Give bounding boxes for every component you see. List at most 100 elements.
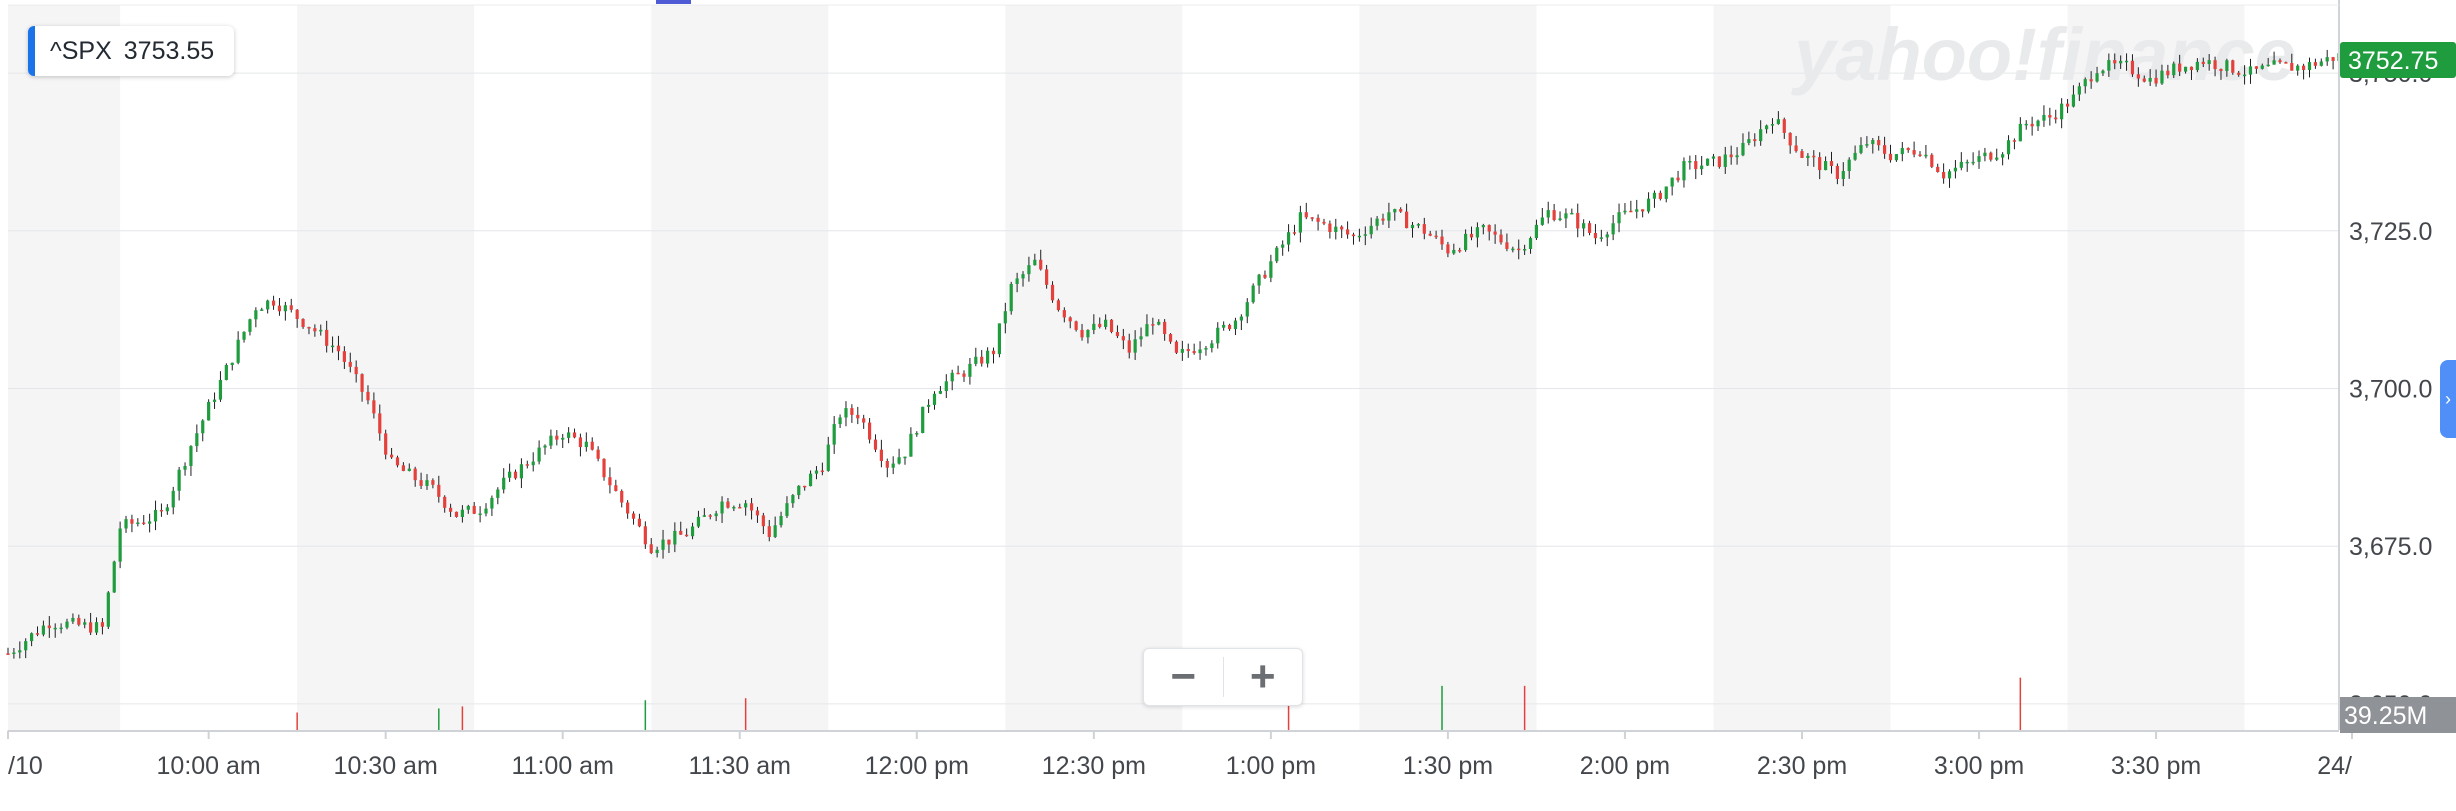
y-tick-label: 3,725.0 <box>2349 218 2432 246</box>
candle-body <box>2160 70 2164 84</box>
candle-body <box>94 622 99 633</box>
candle-body <box>1717 156 1721 167</box>
candle-body <box>903 456 907 459</box>
candle-body <box>726 501 730 508</box>
candle-body <box>1812 155 1816 158</box>
candle-body <box>1835 165 1839 179</box>
candle-body <box>1918 154 1922 157</box>
candle-body <box>814 470 819 474</box>
candle-body <box>1629 210 1633 213</box>
candle-body <box>1487 225 1491 232</box>
volume-tag: 39.25M <box>2340 697 2456 733</box>
candle-body <box>1393 209 1397 213</box>
candle-body <box>153 509 158 522</box>
candle-body <box>1983 152 1987 157</box>
candle-body <box>696 516 701 527</box>
candle-body <box>1894 154 1899 161</box>
candle-body <box>1871 140 1875 145</box>
candle-body <box>1222 324 1226 328</box>
candle-body <box>720 501 724 514</box>
candle-body <box>608 477 612 486</box>
candle-body <box>366 391 370 401</box>
candle-body <box>2018 123 2022 142</box>
candle-body <box>460 509 464 518</box>
zoom-in-button[interactable]: + <box>1249 652 1276 701</box>
candle-body <box>673 530 677 545</box>
candle-body <box>1322 221 1326 224</box>
candle-body <box>89 622 93 633</box>
candle-body <box>991 350 996 355</box>
candle-body <box>2107 60 2111 71</box>
candle-body <box>1511 248 1515 251</box>
candle-body <box>1788 132 1792 146</box>
candle-body <box>53 627 57 630</box>
candle-body <box>567 432 571 438</box>
candle-body <box>1759 129 1763 142</box>
candle-body <box>938 390 942 394</box>
candle-body <box>1363 234 1367 236</box>
candle-body <box>549 435 553 446</box>
candle-body <box>555 435 559 440</box>
candle-body <box>437 484 441 497</box>
candle-body <box>2301 65 2306 71</box>
candle-body <box>2207 60 2211 65</box>
candle-body <box>478 513 482 516</box>
candle-body <box>2284 62 2288 64</box>
candle-body <box>1499 234 1503 243</box>
candle-body <box>1747 139 1751 143</box>
candle-body <box>738 506 742 509</box>
candle-body <box>2130 60 2135 75</box>
x-tick-label: 1:30 pm <box>1403 752 1493 780</box>
candle-body <box>1198 349 1202 354</box>
candle-body <box>915 433 919 435</box>
candle-body <box>1924 154 1928 157</box>
candle-body <box>1216 327 1220 344</box>
candle-body <box>1469 233 1474 238</box>
candle-body <box>2036 120 2040 127</box>
candle-body <box>1015 278 1019 284</box>
candle-body <box>1145 324 1149 337</box>
candle-body <box>1446 244 1450 254</box>
candle-body <box>513 471 518 479</box>
candle-body <box>2278 60 2282 63</box>
candle-body <box>2195 61 2199 71</box>
candle-body <box>1257 274 1261 286</box>
candle-body <box>2231 60 2235 73</box>
candle-body <box>885 460 889 468</box>
zoom-out-button[interactable]: − <box>1170 652 1197 701</box>
candle-body <box>1186 349 1190 352</box>
candle-body <box>1174 341 1179 353</box>
candle-body <box>2266 64 2270 67</box>
time-band <box>8 5 121 731</box>
candle-body <box>71 617 75 622</box>
candle-body <box>838 417 842 425</box>
side-panel-toggle[interactable]: › <box>2440 360 2456 438</box>
candle-body <box>1115 331 1120 337</box>
candle-body <box>980 356 984 364</box>
candle-body <box>820 470 824 473</box>
candle-body <box>956 372 960 375</box>
candle-body <box>18 650 22 653</box>
ticker-label[interactable]: ^SPX 3753.55 <box>28 26 235 76</box>
candle-body <box>1900 148 1904 155</box>
candle-body <box>1959 161 1963 168</box>
x-tick-label: /10 <box>8 752 43 780</box>
candle-body <box>661 539 665 550</box>
candle-body <box>1564 213 1568 219</box>
candle-body <box>354 366 358 375</box>
candle-body <box>330 345 335 348</box>
candle-body <box>2201 61 2205 65</box>
candle-body <box>65 621 69 628</box>
candle-body <box>2296 65 2300 71</box>
candle-body <box>419 480 423 486</box>
candle-body <box>637 518 642 527</box>
candle-body <box>844 408 848 418</box>
candle-body <box>1304 212 1308 218</box>
candle-body <box>1452 249 1456 254</box>
candle-body <box>537 447 541 462</box>
candle-body <box>2001 154 2005 158</box>
candle-body <box>1458 249 1462 252</box>
candle-body <box>1912 150 1916 155</box>
